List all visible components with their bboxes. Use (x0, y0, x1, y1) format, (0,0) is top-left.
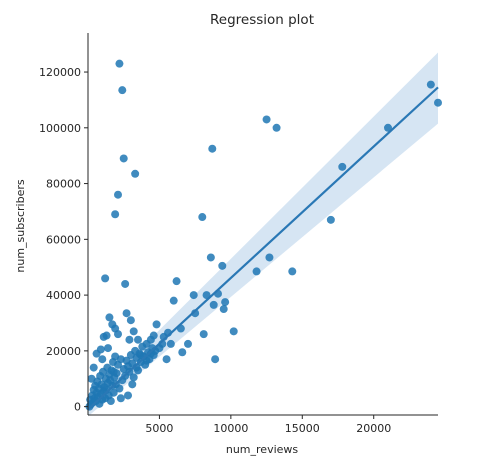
y-tick-label: 40000 (46, 289, 81, 302)
data-point (384, 123, 392, 132)
data-point (265, 253, 274, 262)
data-point (115, 59, 124, 68)
data-point (124, 391, 132, 400)
data-point (119, 154, 128, 163)
data-point (338, 162, 347, 171)
data-point (136, 351, 145, 360)
data-point (89, 363, 98, 372)
x-ticks: 5000 10000 15000 20000 (145, 415, 391, 435)
data-point (219, 305, 228, 314)
data-point (211, 355, 220, 364)
data-point (206, 253, 215, 262)
x-axis-title: num_reviews (226, 443, 299, 456)
data-point (114, 190, 122, 199)
data-point (166, 339, 175, 348)
data-point (129, 327, 138, 336)
data-point (87, 374, 96, 383)
data-point (106, 397, 115, 406)
data-point (131, 169, 140, 178)
data-point (114, 330, 122, 339)
data-point (96, 345, 105, 354)
data-point (218, 261, 227, 270)
data-point (208, 144, 217, 153)
data-point (209, 300, 218, 309)
data-point (102, 331, 111, 340)
confidence-band (88, 52, 438, 417)
data-point (122, 309, 131, 318)
data-point (252, 267, 261, 276)
regression-line (87, 86, 439, 411)
data-point (169, 296, 178, 305)
data-point (152, 320, 161, 329)
data-point (121, 279, 130, 288)
y-tick-label: 80000 (46, 178, 81, 191)
data-point (434, 98, 442, 107)
data-point (104, 344, 112, 353)
data-point (326, 215, 335, 224)
y-tick-label: 60000 (46, 233, 81, 246)
data-point (262, 115, 271, 124)
data-point (129, 373, 138, 382)
data-point (105, 313, 114, 322)
y-tick-label: 20000 (46, 345, 81, 358)
data-point (101, 274, 110, 283)
data-point (288, 267, 297, 276)
data-point (229, 327, 238, 336)
chart-title: Regression plot (210, 12, 314, 28)
data-point (115, 384, 124, 393)
y-axis-title: num_subscribers (14, 179, 27, 272)
y-tick-label: 100000 (39, 122, 81, 135)
data-point (146, 349, 155, 358)
data-point (178, 348, 187, 357)
data-point (198, 213, 207, 222)
data-point (199, 330, 208, 339)
data-point (109, 367, 118, 376)
data-point (272, 123, 281, 132)
data-point (134, 335, 142, 344)
data-point (118, 86, 127, 95)
data-point (172, 277, 181, 286)
confidence-band-layer (88, 52, 438, 417)
x-tick-label: 10000 (213, 422, 248, 435)
data-point (221, 298, 230, 307)
data-point (98, 355, 107, 364)
y-ticks: 0 20000 40000 60000 80000 100000 120000 (39, 66, 88, 414)
data-point (128, 380, 137, 389)
data-point (184, 339, 192, 348)
data-point (111, 210, 120, 219)
y-tick-label: 120000 (39, 66, 81, 79)
data-point (189, 291, 198, 300)
x-tick-label: 15000 (285, 422, 320, 435)
x-tick-label: 5000 (145, 422, 173, 435)
x-tick-label: 20000 (356, 422, 391, 435)
data-point (116, 394, 125, 403)
data-point (126, 316, 135, 325)
data-point (125, 335, 134, 344)
y-tick-label: 0 (74, 401, 81, 414)
data-point (149, 331, 158, 340)
data-point (426, 80, 435, 89)
data-point (109, 388, 118, 397)
regression-line-layer (87, 86, 439, 411)
data-point (162, 355, 171, 364)
